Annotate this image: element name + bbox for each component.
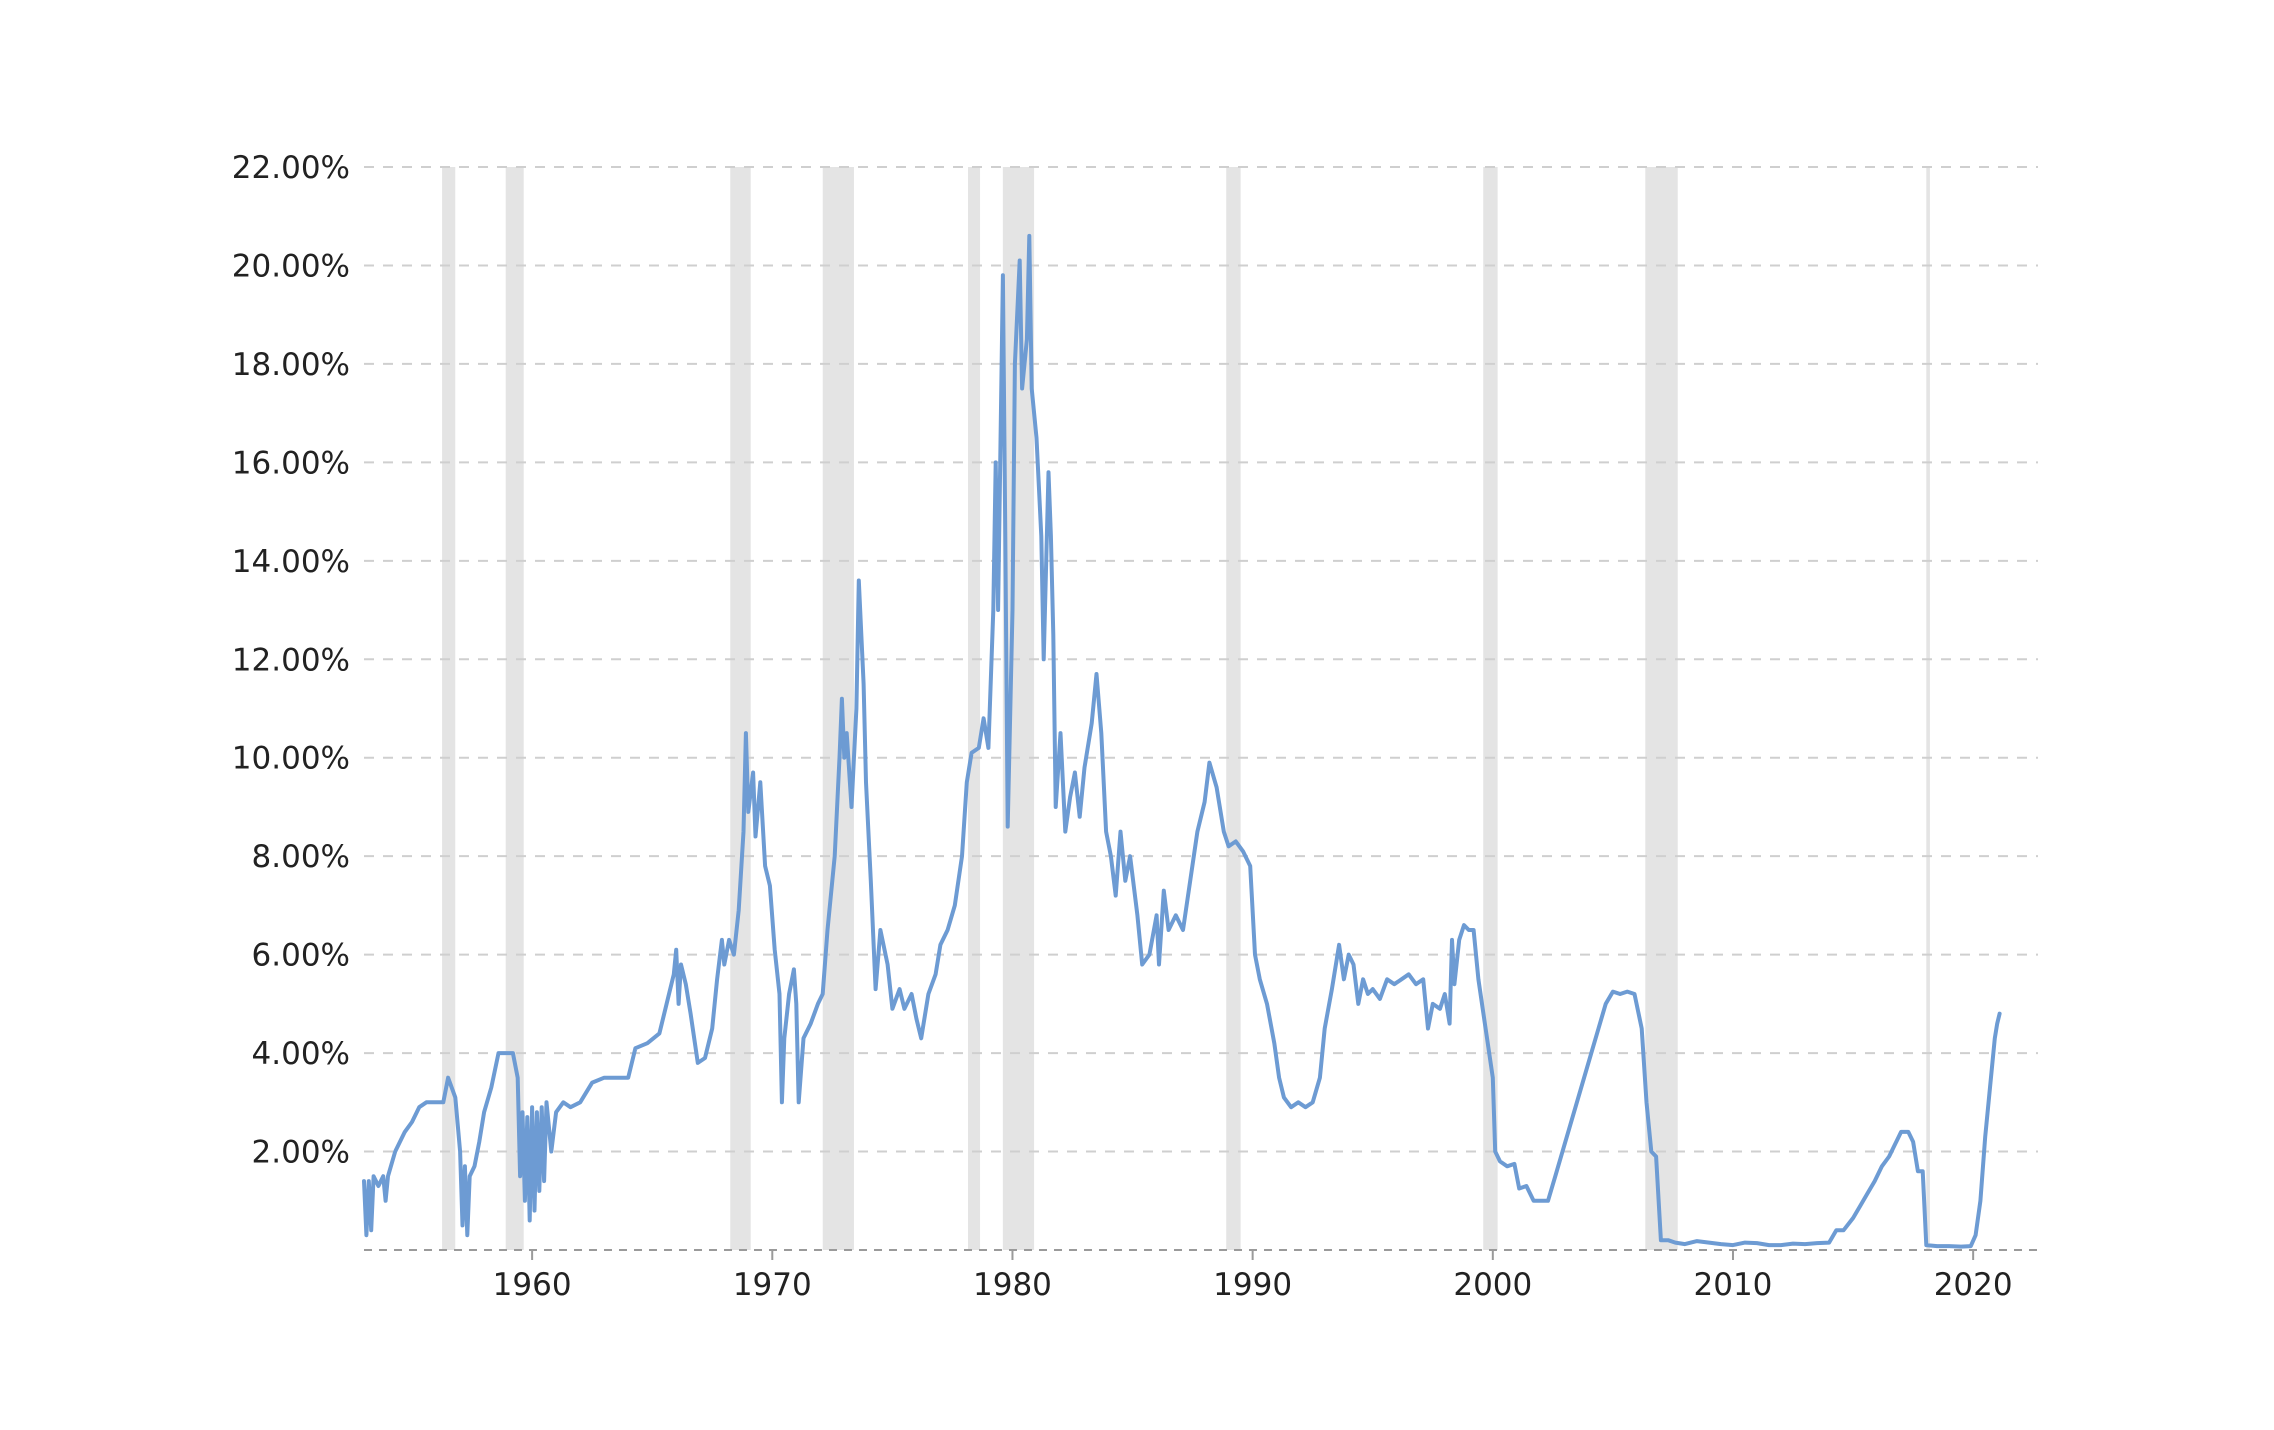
recession-band-2 <box>730 167 751 1250</box>
y-tick-label: 2.00% <box>252 1135 350 1171</box>
y-tick-label: 18.00% <box>232 347 350 383</box>
x-tick-label: 1980 <box>973 1267 1052 1303</box>
y-tick-label: 4.00% <box>252 1036 350 1072</box>
x-axis: 1960 1970 1980 1990 2000 2010 2020 <box>493 1250 2013 1303</box>
x-tick-label: 2010 <box>1694 1267 1773 1303</box>
y-tick-label: 14.00% <box>232 544 350 580</box>
recession-band-8 <box>1645 167 1678 1250</box>
recession-band-0 <box>442 167 456 1250</box>
y-tick-label: 16.00% <box>232 445 350 481</box>
y-tick-label: 8.00% <box>252 839 350 875</box>
gridlines <box>364 166 2038 1251</box>
y-tick-label: 12.00% <box>232 642 350 678</box>
recession-band-4 <box>968 167 981 1250</box>
y-axis: 2.00% 4.00% 6.00% 8.00% 10.00% 12.00% 14.00% 16… <box>232 150 350 1171</box>
y-tick-label: 6.00% <box>252 938 350 974</box>
recession-band-9 <box>1926 167 1930 1250</box>
series-line-0 <box>362 233 2002 1249</box>
recession-band-1 <box>505 167 524 1250</box>
y-tick-label: 10.00% <box>232 741 350 777</box>
recession-band-6 <box>1226 167 1241 1250</box>
x-tick-label: 1990 <box>1213 1267 1292 1303</box>
x-tick-label: 1970 <box>733 1267 812 1303</box>
x-tick-label: 1960 <box>493 1267 572 1303</box>
recession-band-3 <box>822 167 854 1250</box>
x-tick-label: 2000 <box>1453 1267 1532 1303</box>
y-tick-label: 20.00% <box>232 248 350 284</box>
recession-band-7 <box>1483 167 1498 1250</box>
x-tick-label: 2020 <box>1934 1267 2013 1303</box>
series-lines <box>362 233 2002 1249</box>
recession-bands <box>442 167 1930 1250</box>
y-tick-label: 22.00% <box>232 150 350 186</box>
